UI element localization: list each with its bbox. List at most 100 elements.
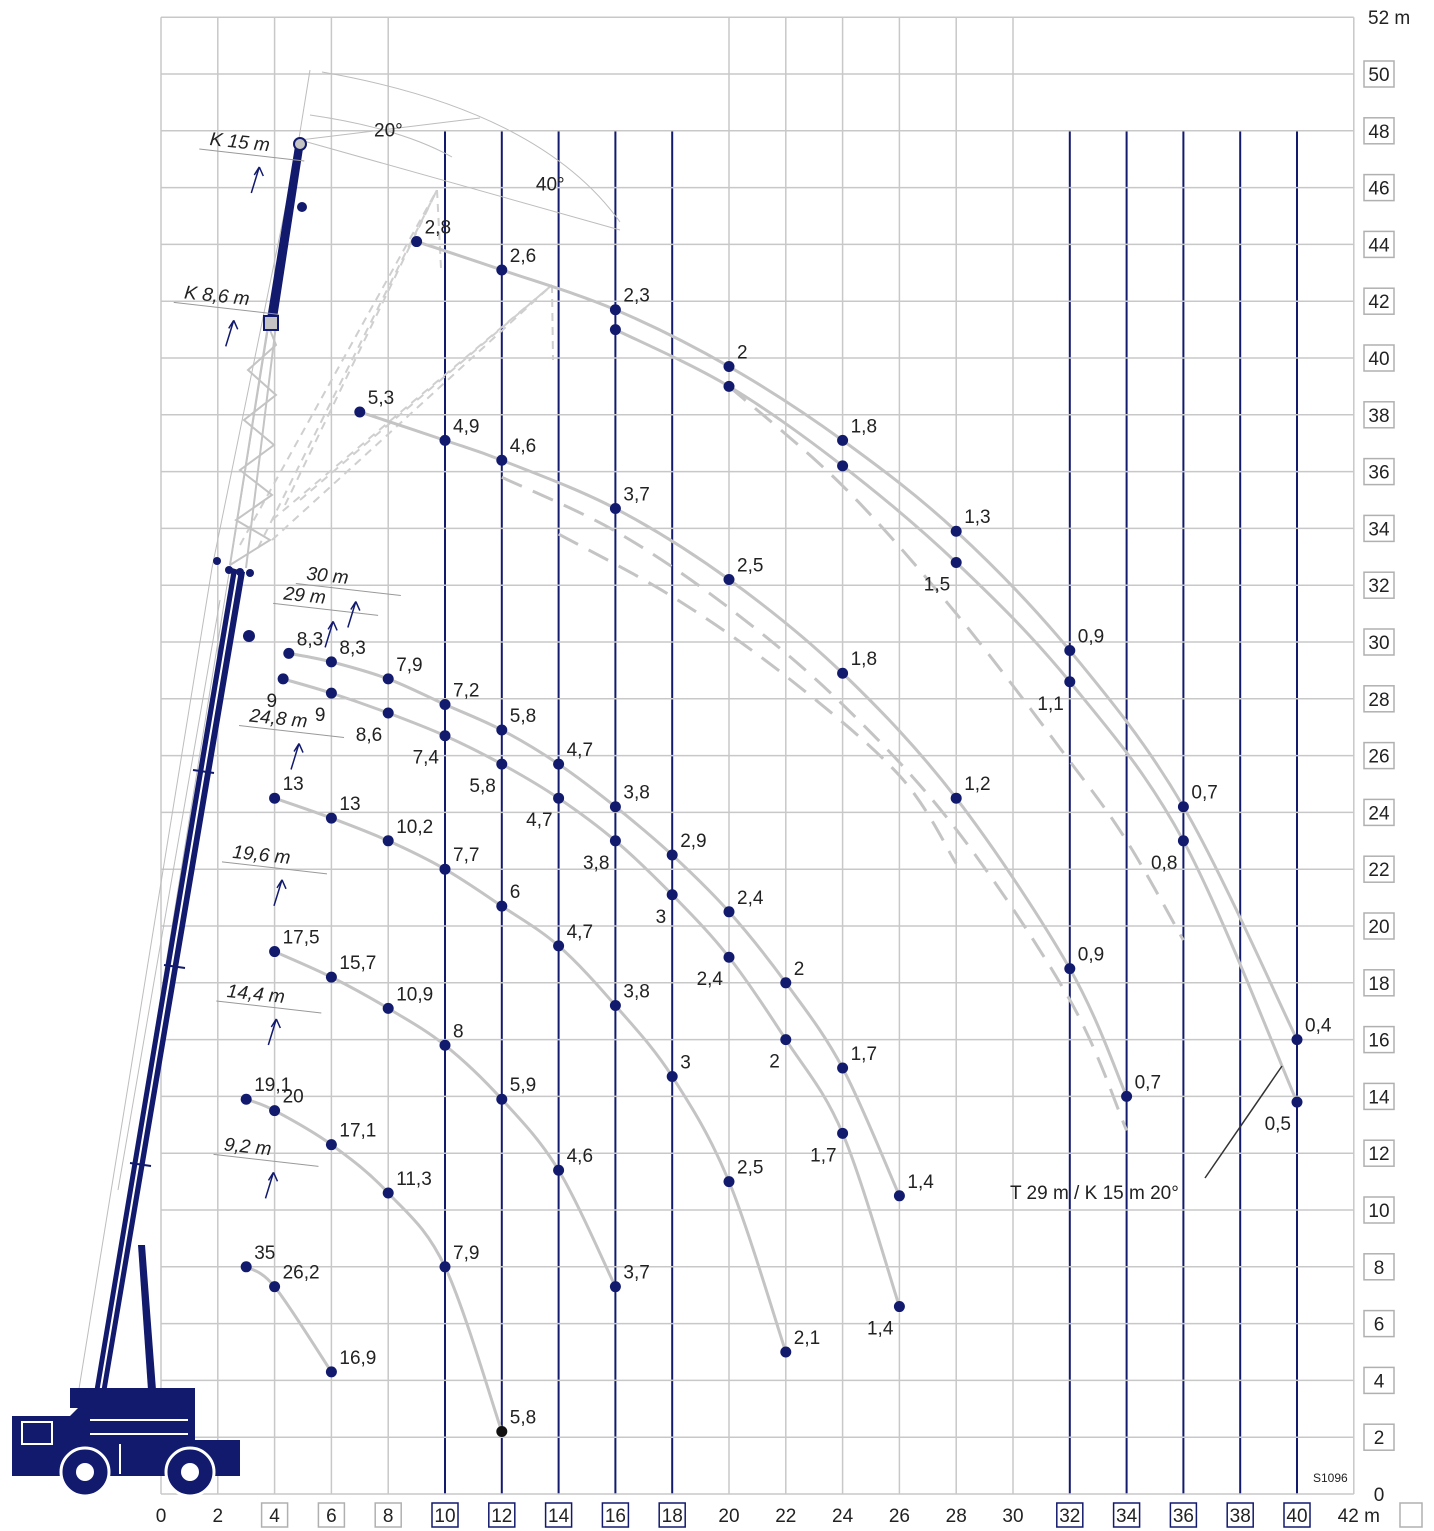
x-tick-box <box>374 1502 402 1528</box>
load-label: 5,8 <box>510 1408 536 1429</box>
load-label: 1,5 <box>924 574 950 595</box>
load-point <box>553 758 565 770</box>
load-label: 2 <box>794 959 805 980</box>
load-label: 2,3 <box>623 286 649 307</box>
load-point <box>609 801 621 813</box>
load-point <box>609 1281 621 1293</box>
x-tick-label: 32 <box>1059 1506 1080 1527</box>
y-tick-label: 24 <box>1368 803 1390 824</box>
load-curve <box>282 677 901 1308</box>
arrow-icon <box>267 1018 282 1046</box>
y-tick-label: 8 <box>1374 1258 1385 1279</box>
y-tick-label: 0 <box>1374 1485 1385 1506</box>
load-label: 1,1 <box>1037 694 1063 715</box>
y-tick-box <box>1363 741 1395 770</box>
y-tick-label: 52 m <box>1368 8 1410 29</box>
y-tick-label: 26 <box>1368 747 1389 768</box>
load-point <box>837 460 849 472</box>
load-point <box>1121 1090 1133 1102</box>
load-point <box>496 900 508 912</box>
load-point <box>240 1261 252 1273</box>
load-point <box>1064 963 1076 975</box>
load-point <box>723 380 735 392</box>
load-point <box>277 673 289 685</box>
load-point <box>837 434 849 446</box>
load-point <box>837 667 849 679</box>
load-point <box>723 906 735 918</box>
y-tick-label: 10 <box>1368 1201 1389 1222</box>
load-point <box>723 574 735 586</box>
y-tick-box <box>1363 628 1395 656</box>
x-tick-box <box>544 1502 573 1528</box>
x-tick-label: 40 <box>1286 1506 1307 1527</box>
load-point <box>382 673 394 685</box>
load-label: 0,4 <box>1305 1016 1332 1037</box>
y-tick-label: 40 <box>1368 349 1389 370</box>
y-tick-label: 50 <box>1368 65 1389 86</box>
load-point <box>240 1093 252 1105</box>
y-tick-box <box>1363 855 1395 883</box>
load-label: 7,2 <box>453 680 479 701</box>
load-label: 5,8 <box>469 776 495 797</box>
load-point <box>496 724 508 736</box>
load-label: 9 <box>267 691 278 712</box>
load-point <box>950 792 962 804</box>
y-tick-label: 12 <box>1368 1144 1389 1165</box>
load-label: 2,5 <box>737 556 763 577</box>
x-tick-label: 28 <box>946 1506 967 1527</box>
load-point <box>666 1071 678 1083</box>
load-label: 5,3 <box>368 388 394 409</box>
arrow-icon <box>250 166 264 194</box>
load-label: 7,4 <box>413 748 440 769</box>
boom-length-leader <box>199 148 305 162</box>
x-tick-label: 34 <box>1116 1506 1138 1527</box>
x-tick-label: 22 <box>775 1506 796 1527</box>
y-tick-box <box>1363 912 1395 940</box>
load-label: 8 <box>453 1021 464 1042</box>
load-point <box>325 1139 337 1151</box>
load-point <box>609 835 621 847</box>
boom-length-label: 19,6 m <box>231 842 291 869</box>
x-tick-box <box>488 1502 516 1528</box>
boom-length-labels: 9,2 m14,4 m19,6 m24,8 m29 m30 mK 8,6 mK … <box>173 120 565 1199</box>
load-label: 4,6 <box>510 436 536 457</box>
load-label: 4,7 <box>526 810 552 831</box>
arrow-icon <box>290 743 304 770</box>
load-point <box>950 556 962 568</box>
load-label: 17,5 <box>283 928 320 949</box>
load-point <box>269 946 281 958</box>
load-label: 7,7 <box>453 845 479 866</box>
boom-length-leader <box>213 1153 319 1167</box>
y-tick-box <box>1363 1082 1395 1111</box>
x-tick-label: 2 <box>213 1506 224 1527</box>
load-label: 1,2 <box>964 774 990 795</box>
load-label: 1,8 <box>851 649 877 670</box>
load-label: 1,3 <box>964 507 990 528</box>
y-tick-label: 4 <box>1374 1371 1385 1392</box>
x-tick-box <box>1112 1502 1141 1528</box>
load-label: 7,9 <box>396 655 422 676</box>
load-points: 35 26,2 16,9 19,120 17,1 11,3 7,9 5,8 17,5 15,7 10… <box>240 218 1332 1438</box>
x-tick-box <box>658 1502 686 1528</box>
load-label: 2,4 <box>737 888 764 909</box>
load-point <box>666 849 678 861</box>
load-label: 8,3 <box>339 638 365 659</box>
load-point <box>893 1190 905 1202</box>
y-tick-box <box>1363 1423 1395 1451</box>
load-point <box>723 951 735 963</box>
load-label: 7,9 <box>453 1243 479 1264</box>
y-tick-box <box>1363 969 1395 997</box>
arrow-icon <box>225 319 239 347</box>
x-tick-label: 8 <box>383 1506 394 1527</box>
load-label: 2,9 <box>680 831 706 852</box>
load-point <box>325 687 337 699</box>
x-tick-box <box>1056 1502 1084 1528</box>
x-tick-label: 12 <box>491 1506 512 1527</box>
load-label: 10,2 <box>396 817 433 838</box>
drawing-code: S1096 <box>1313 1471 1348 1485</box>
axis-ticks: 0 2 4 6 8 10 12 14 16 18 20 22 24 26 28 30 32 34 36 38 40 42 … <box>156 8 1423 1528</box>
x-tick-box <box>431 1502 459 1528</box>
load-label: 4,6 <box>567 1146 593 1167</box>
load-label: 13 <box>283 774 304 795</box>
